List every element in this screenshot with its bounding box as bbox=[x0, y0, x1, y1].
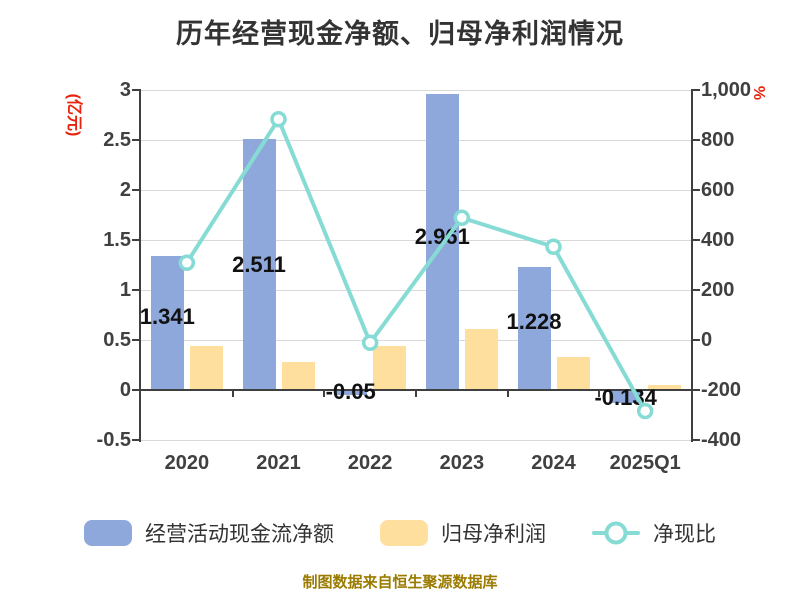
left-y-axis-tick-label: 1.5 bbox=[103, 229, 131, 251]
bar-value-label: -0.05 bbox=[325, 379, 376, 404]
left-axis-tick bbox=[132, 89, 139, 91]
x-axis-label: 2021 bbox=[256, 452, 301, 474]
left-axis-tick bbox=[132, 189, 139, 191]
left-y-axis-tick-label: 0 bbox=[119, 379, 131, 401]
left-y-axis-tick-labels: 3 2.5 2 1.5 1 0.5 0 -0.5 bbox=[0, 79, 131, 451]
right-axis-tick bbox=[693, 189, 700, 191]
left-y-axis-tick-label: 3 bbox=[119, 79, 131, 101]
bar-value-label: -0.134 bbox=[594, 385, 657, 410]
left-y-axis-tick-label: 0.5 bbox=[103, 329, 131, 351]
right-y-axis-tick-label: -200 bbox=[701, 379, 742, 401]
bar-value-label: 1.228 bbox=[506, 309, 562, 334]
footer-note: 制图数据来自恒生聚源数据库 bbox=[302, 574, 498, 591]
gridline bbox=[141, 289, 691, 291]
left-axis-tick bbox=[132, 389, 139, 391]
left-y-axis-tick-label: 2.5 bbox=[103, 129, 131, 151]
right-y-axis-tick-label: 400 bbox=[701, 229, 735, 251]
x-axis-tick bbox=[231, 390, 234, 397]
bar-operating-cash-flow bbox=[150, 255, 184, 390]
bar-value-label: 2.961 bbox=[414, 224, 470, 249]
left-axis-tick bbox=[132, 339, 139, 341]
x-axis-tick bbox=[506, 390, 509, 397]
x-axis-label: 2022 bbox=[347, 452, 393, 474]
right-axis-tick bbox=[693, 89, 700, 91]
right-y-axis-tick-labels: 1,000 800 600 400 200 0 -200 -400 bbox=[701, 79, 799, 451]
bar-value-label: 2.511 bbox=[232, 252, 286, 277]
legend-item-net-profit[interactable]: 归母净利润 bbox=[380, 518, 546, 548]
chart-title: 历年经营现金净额、归母净利润情况 bbox=[176, 19, 624, 49]
cash-ratio-marker bbox=[270, 111, 287, 128]
bar-net-profit bbox=[648, 385, 682, 390]
left-y-axis-tick-label: 1 bbox=[119, 279, 131, 301]
right-y-axis-tick-label: 600 bbox=[701, 179, 735, 201]
legend-label-cash-flow: 经营活动现金流净额 bbox=[145, 523, 334, 546]
left-axis-tick bbox=[132, 139, 139, 141]
gridline bbox=[141, 339, 691, 341]
bar-value-label: 1.341 bbox=[139, 304, 195, 329]
legend-circle-marker-icon bbox=[604, 521, 628, 545]
right-y-axis-tick-label: -400 bbox=[701, 429, 742, 451]
x-axis-label: 2025Q1 bbox=[609, 452, 681, 474]
gridline bbox=[141, 139, 691, 141]
gridline bbox=[141, 439, 691, 441]
right-axis-tick bbox=[693, 389, 700, 391]
legend-swatch-cash-flow bbox=[84, 520, 132, 546]
right-y-axis-tick-label: 800 bbox=[701, 129, 735, 151]
left-axis-tick bbox=[132, 239, 139, 241]
left-y-axis-line bbox=[139, 89, 141, 442]
gridline bbox=[141, 89, 691, 91]
legend-swatch-cash-ratio-line bbox=[592, 521, 640, 545]
bar-net-profit bbox=[281, 362, 315, 390]
right-y-axis-tick-label: 0 bbox=[701, 329, 713, 351]
left-y-axis-tick-label: 2 bbox=[119, 179, 131, 201]
right-axis-tick bbox=[693, 239, 700, 241]
legend-item-operating-cash-flow[interactable]: 经营活动现金流净额 bbox=[84, 518, 334, 548]
right-y-axis-tick-label: 1,000 bbox=[701, 79, 752, 101]
x-axis-tick bbox=[415, 390, 417, 397]
left-axis-tick bbox=[132, 289, 139, 291]
bar-net-profit bbox=[556, 357, 590, 390]
left-axis-tick bbox=[132, 439, 139, 441]
left-y-axis-tick-label: -0.5 bbox=[96, 429, 131, 451]
bar-net-profit bbox=[373, 346, 407, 390]
right-y-axis-line bbox=[691, 89, 693, 442]
x-axis-label: 2020 bbox=[164, 452, 210, 474]
gridline bbox=[141, 189, 691, 191]
x-axis-label: 2023 bbox=[439, 452, 485, 474]
legend: 经营活动现金流净额 归母净利润 净现比 bbox=[0, 518, 800, 548]
bar-net-profit bbox=[189, 346, 223, 390]
right-y-axis-tick-label: 200 bbox=[701, 279, 735, 301]
right-axis-tick bbox=[693, 289, 700, 291]
right-axis-tick bbox=[693, 439, 700, 441]
legend-label-net-profit: 归母净利润 bbox=[441, 523, 546, 546]
legend-label-cash-ratio: 净现比 bbox=[653, 523, 716, 546]
right-axis-tick bbox=[693, 339, 700, 341]
x-axis-labels: 2020 2021 2022 2023 2024 2025Q1 bbox=[141, 452, 691, 478]
plot-area: 1.341 2.511 -0.05 2.961 1.228 -0.134 bbox=[132, 89, 700, 442]
right-axis-tick bbox=[693, 139, 700, 141]
legend-swatch-net-profit bbox=[380, 520, 428, 546]
cash-ratio-marker bbox=[545, 238, 562, 255]
legend-item-cash-ratio[interactable]: 净现比 bbox=[592, 518, 716, 548]
x-axis-label: 2024 bbox=[531, 452, 576, 474]
bar-net-profit bbox=[464, 329, 498, 390]
